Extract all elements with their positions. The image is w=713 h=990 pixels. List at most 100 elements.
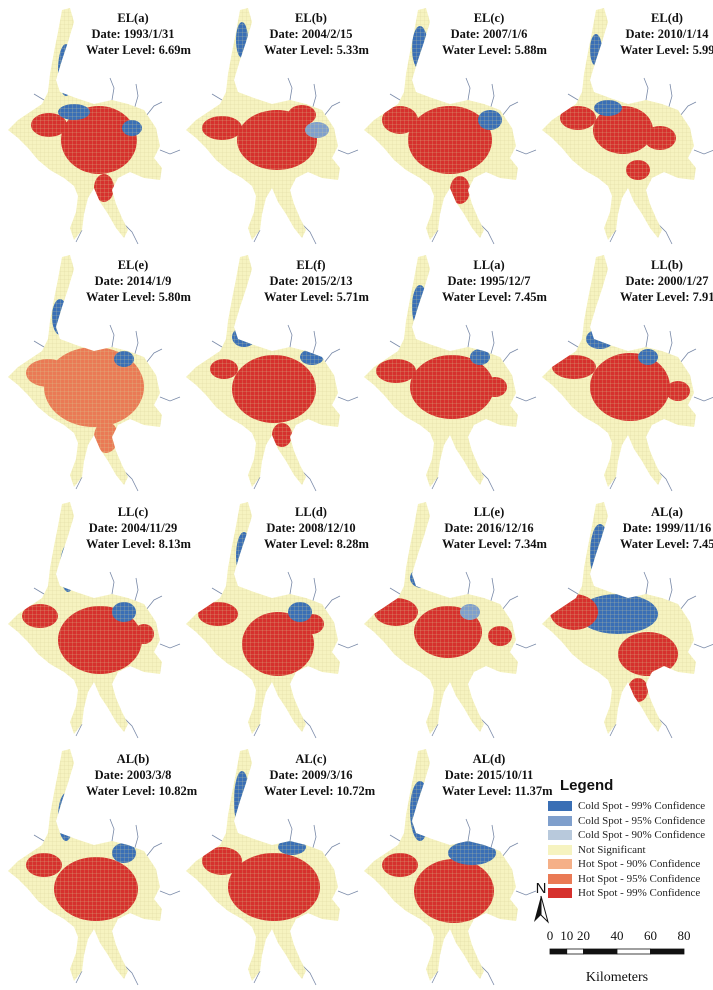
panel-date: Date: 2015/10/11 xyxy=(444,768,534,782)
panel-date: Date: 2000/1/27 xyxy=(625,274,709,288)
river-line xyxy=(253,723,261,737)
panel-date: Date: 2009/3/16 xyxy=(269,768,353,782)
lake-map xyxy=(542,502,713,739)
scale-units: Kilometers xyxy=(585,970,649,985)
river-line xyxy=(431,229,439,243)
lake-map xyxy=(364,749,537,986)
panel-label: AL(a) xyxy=(651,505,683,519)
river-line xyxy=(337,396,359,402)
river-line xyxy=(337,643,359,649)
panel-level: Water Level: 5.80m xyxy=(86,290,191,304)
river-line xyxy=(159,890,181,896)
river-line xyxy=(501,101,519,117)
panel-level: Water Level: 10.72m xyxy=(264,784,376,798)
river-line xyxy=(133,330,139,358)
panel-date: Date: 2016/12/16 xyxy=(444,521,534,535)
legend-swatch xyxy=(548,815,572,826)
legend-swatch xyxy=(548,859,572,869)
legend-label: Cold Spot - 95% Confidence xyxy=(578,814,706,827)
legend-swatch xyxy=(548,830,572,840)
river-line xyxy=(159,396,181,402)
lake-map xyxy=(186,502,359,739)
panel-caption: LL(c) Date: 2004/11/29 Water Level: 8.13m xyxy=(86,504,191,552)
scale-tick-label: 40 xyxy=(610,928,624,943)
river-line xyxy=(253,476,261,490)
panel-date: Date: 2004/11/29 xyxy=(88,521,178,535)
river-line xyxy=(465,324,471,348)
scale-tick-label: 20 xyxy=(577,928,590,943)
river-line xyxy=(311,330,317,358)
panel-level: Water Level: 5.71m xyxy=(264,290,369,304)
north-arrow-icon xyxy=(534,896,541,922)
river-line xyxy=(133,577,139,605)
river-line xyxy=(211,587,223,595)
lake-map xyxy=(8,502,181,739)
legend-item: Hot Spot - 99% Confidence xyxy=(548,886,700,900)
panel-label: LL(b) xyxy=(651,258,683,272)
river-line xyxy=(33,587,45,595)
panel-level: Water Level: 5.88m xyxy=(442,43,547,57)
panel-label: EL(a) xyxy=(117,11,149,25)
lake-map xyxy=(542,8,713,245)
panel-caption: EL(d) Date: 2010/1/14 Water Level: 5.99m xyxy=(620,10,713,58)
panel-level: Water Level: 7.91m xyxy=(620,290,713,304)
river-line xyxy=(693,643,713,649)
river-line xyxy=(211,93,223,101)
river-line xyxy=(75,723,83,737)
legend-title: Legend xyxy=(560,777,614,794)
legend-label: Cold Spot - 99% Confidence xyxy=(578,800,706,812)
panel-level: Water Level: 5.33m xyxy=(264,43,369,57)
river-line xyxy=(287,324,293,348)
river-line xyxy=(643,77,649,101)
panel-caption: LL(b) Date: 2000/1/27 Water Level: 7.91m xyxy=(620,257,713,305)
river-line xyxy=(145,842,163,858)
panel-label: LL(e) xyxy=(473,505,505,519)
panel-caption: LL(d) Date: 2008/12/10 Water Level: 8.28m xyxy=(264,504,369,552)
river-line xyxy=(33,340,45,348)
river-line xyxy=(287,77,293,101)
panel-date: Date: 2015/2/13 xyxy=(269,274,353,288)
panel-caption: EL(e) Date: 2014/1/9 Water Level: 5.80m xyxy=(86,257,191,305)
panel-caption: EL(b) Date: 2004/2/15 Water Level: 5.33m xyxy=(264,10,369,58)
panel-level: Water Level: 7.45m xyxy=(620,537,713,551)
lake-map xyxy=(364,8,537,245)
panel-level: Water Level: 7.34m xyxy=(442,537,547,551)
river-line xyxy=(465,77,471,101)
map-panel-el-e: EL(e) Date: 2014/1/9 Water Level: 5.80m xyxy=(4,247,191,494)
river-line xyxy=(567,93,579,101)
river-line xyxy=(311,83,317,111)
panel-level: Water Level: 11.37m xyxy=(442,784,553,798)
legend-item: Not Significant xyxy=(548,843,646,857)
river-line xyxy=(337,890,359,896)
panel-date: Date: 2007/1/6 xyxy=(450,27,528,41)
panel-level: Water Level: 5.99m xyxy=(620,43,713,57)
river-line xyxy=(323,101,341,117)
map-panel-el-d: EL(d) Date: 2010/1/14 Water Level: 5.99m xyxy=(538,0,713,247)
lake-map xyxy=(364,255,537,492)
river-line xyxy=(465,571,471,595)
lake-map xyxy=(186,255,359,492)
river-line xyxy=(609,723,617,737)
river-line xyxy=(465,818,471,842)
river-line xyxy=(33,93,45,101)
lake-map xyxy=(542,255,713,492)
river-line xyxy=(323,842,341,858)
river-line xyxy=(109,818,115,842)
panel-date: Date: 2014/1/9 xyxy=(94,274,172,288)
panel-caption: EL(a) Date: 1993/1/31 Water Level: 6.69m xyxy=(86,10,191,58)
scale-tick-label: 0 xyxy=(546,928,554,943)
panel-label: LL(c) xyxy=(117,505,149,519)
river-line xyxy=(667,83,673,111)
legend-label: Not Significant xyxy=(578,843,646,856)
scale-segment xyxy=(616,948,651,955)
panel-caption: EL(f) Date: 2015/2/13 Water Level: 5.71m xyxy=(264,257,369,305)
river-line xyxy=(311,824,317,852)
river-line xyxy=(109,324,115,348)
lake-map xyxy=(8,8,181,245)
river-line xyxy=(211,340,223,348)
lake-map xyxy=(8,749,181,986)
map-panel-ll-d: LL(d) Date: 2008/12/10 Water Level: 8.28m xyxy=(182,494,369,741)
scale-tick-label: 10 xyxy=(560,928,574,943)
scale-bar-graphic xyxy=(549,948,685,955)
